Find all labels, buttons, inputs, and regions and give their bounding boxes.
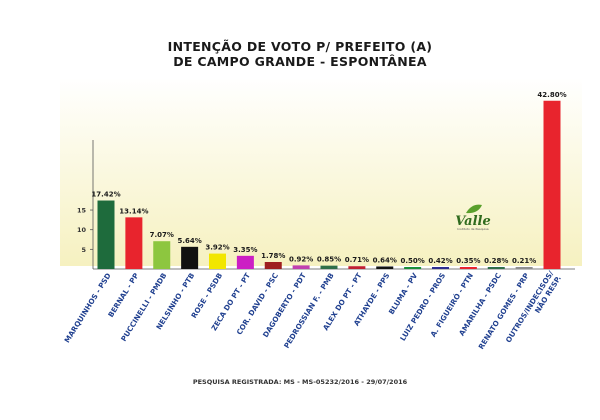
bar [292, 265, 310, 269]
category-label: MARQUINHOS - PSD [62, 271, 112, 344]
bar [404, 267, 422, 269]
value-label: 13.14% [119, 207, 148, 215]
bar-series [97, 100, 561, 269]
bar [487, 267, 505, 269]
bar [459, 267, 477, 269]
bar [376, 266, 394, 269]
leaf-icon [466, 204, 482, 214]
bar [97, 200, 115, 269]
bar [209, 253, 226, 269]
bar [543, 100, 561, 269]
value-label: 0.92% [289, 255, 313, 263]
logo-text: Valle [455, 214, 490, 229]
bar [236, 255, 254, 269]
valle-logo: Valle Instituto de Pesquisa [455, 204, 491, 231]
value-labels: 17.42% 13.14% 7.07%5.64% 3.92% 3.35% 1.78% 0.9… [91, 91, 566, 265]
value-label: 5.64% [177, 237, 201, 245]
value-label: 42.80% [537, 91, 566, 99]
value-label: 0.35% [456, 257, 480, 265]
bar [264, 262, 282, 269]
value-label: 0.71% [345, 256, 369, 264]
category-label: PEDROSSIAN F. - PMB [282, 271, 336, 350]
category-label: OUTROS/INDECISOS/NÃO RESP. [504, 269, 563, 349]
y-tick-label: 15 [77, 207, 87, 215]
value-label: 0.21% [512, 257, 536, 265]
bar [181, 246, 199, 269]
bar [432, 267, 449, 269]
value-label: 0.50% [400, 257, 424, 265]
chart-title-line-1: INTENÇÃO DE VOTO P/ PREFEITO (A) [168, 39, 433, 54]
value-label: 3.92% [205, 244, 229, 252]
value-label: 0.42% [428, 257, 452, 265]
value-label: 0.28% [484, 257, 508, 265]
value-label: 0.64% [373, 256, 397, 264]
footer-registration: PESQUISA REGISTRADA: MS - MS-05232/2016 … [193, 378, 408, 386]
value-label: 1.78% [261, 252, 285, 260]
chart-title-line-2: DE CAMPO GRANDE - ESPONTÂNEA [173, 54, 427, 69]
y-tick-label: 5 [81, 246, 86, 254]
y-tick-label: 10 [77, 226, 87, 234]
bar [320, 265, 338, 269]
bar [125, 217, 143, 269]
value-label: 7.07% [150, 231, 174, 239]
bar [153, 241, 171, 269]
bar [348, 266, 366, 269]
bar [515, 267, 533, 269]
value-label: 17.42% [91, 191, 120, 199]
value-label: 0.85% [317, 256, 341, 264]
value-label: 3.35% [233, 246, 257, 254]
plot-background [60, 78, 582, 266]
category-label: BLUMA - PV [387, 271, 420, 316]
logo-subtitle: Instituto de Pesquisa [457, 227, 488, 231]
